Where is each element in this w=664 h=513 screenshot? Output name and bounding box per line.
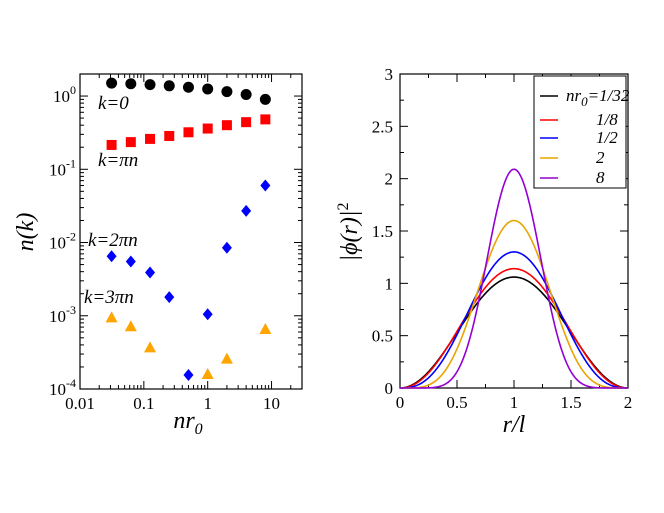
data-point-series-1	[202, 83, 214, 95]
data-point-series-4	[105, 311, 118, 323]
data-point-series-2	[221, 120, 232, 131]
data-point-series-1	[240, 88, 252, 100]
data-point-series-3	[145, 266, 156, 279]
data-point-series-1	[125, 78, 137, 90]
left-y-tick-label: 100	[53, 83, 76, 106]
legend: nr0=1/32 1/8 1/2 2 8	[533, 75, 630, 189]
right-y-axis-label: |ϕ(r)|2	[335, 203, 363, 262]
right-y-tick-label: 2.5	[372, 117, 393, 136]
data-point-series-3	[164, 291, 175, 304]
curve-series-3	[400, 251, 628, 389]
left-x-tick-label: 0.01	[65, 394, 95, 413]
left-y-tick-base: 10	[49, 307, 66, 326]
data-point-series-1	[163, 80, 175, 92]
curve-series-2	[399, 267, 629, 389]
data-point-series-1	[106, 77, 118, 89]
right-y-tick-label: 1.5	[372, 222, 393, 241]
right-x-tick-label: 0	[396, 393, 405, 412]
left-x-label-sub: 0	[195, 421, 203, 438]
data-point-series-3	[183, 369, 194, 382]
left-y-axis-label: n(k)	[13, 213, 39, 252]
data-point-series-4	[220, 352, 233, 364]
annotation-k0: k=0	[98, 93, 129, 114]
left-y-tick-exp: 0	[70, 83, 76, 97]
data-point-series-2	[202, 123, 213, 134]
left-y-tick-label: 10-4	[49, 376, 76, 399]
right-x-axis-label: r/l	[503, 412, 526, 438]
right-y-tick-label: 0	[385, 379, 394, 398]
data-point-series-3	[260, 179, 271, 192]
right-y-tick-label: 2	[385, 170, 394, 189]
left-y-tick-base: 10	[49, 234, 66, 253]
data-point-series-4	[259, 322, 272, 334]
left-plot-frame	[79, 73, 303, 390]
left-y-tick-label: 10-2	[49, 230, 76, 253]
left-y-tick-base: 10	[53, 87, 70, 106]
left-y-tick-exp: -1	[66, 156, 76, 170]
data-point-series-1	[259, 93, 271, 105]
data-point-series-1	[221, 86, 233, 98]
legend-label-1-8: 1/8	[596, 110, 618, 129]
legend-label-2: 2	[596, 148, 605, 167]
right-y-tick-label: 0.5	[372, 327, 393, 346]
left-x-tick-label: 10	[263, 394, 280, 413]
annotation-k-2pi-n: k=2πn	[88, 230, 138, 251]
left-y-tick-exp: -3	[66, 303, 76, 317]
data-point-series-2	[106, 139, 117, 150]
right-x-tick-label: 0.5	[446, 393, 467, 412]
curve-series-5	[400, 168, 628, 389]
right-axis-ticks: 0 0.5 1 1.5 2 0 0.5 1 1.5 2 2.5 3	[372, 65, 633, 412]
legend-label-1-2: 1/2	[596, 128, 618, 147]
left-x-tick-label: 0.1	[133, 394, 154, 413]
right-y-label-exp: 2	[335, 203, 352, 211]
data-point-series-3	[125, 255, 136, 268]
data-point-series-2	[125, 137, 136, 148]
data-point-series-4	[144, 341, 157, 353]
right-chart: 0 0.5 1 1.5 200.511.522.53 |ϕ(r)|2 r/l nr0=1…	[335, 65, 632, 438]
data-point-series-3	[241, 204, 252, 217]
data-point-series-1	[144, 79, 156, 91]
annotation-k-3pi-n: k=3πn	[84, 287, 134, 308]
data-point-series-1	[182, 81, 194, 93]
data-point-series-2	[183, 127, 194, 138]
left-y-tick-exp: -4	[66, 376, 76, 390]
left-y-tick-base: 10	[49, 160, 66, 179]
legend-label-1-32: nr0=1/32	[566, 86, 630, 109]
right-y-tick-label: 3	[385, 65, 394, 84]
legend-label-8: 8	[596, 168, 605, 187]
left-data-marks	[105, 77, 272, 382]
left-x-label-main: nr	[173, 408, 195, 434]
data-point-series-3	[202, 308, 213, 321]
right-data-lines	[399, 168, 629, 389]
right-y-tick-label: 1	[385, 274, 394, 293]
data-point-series-2	[241, 117, 252, 128]
data-point-series-2	[260, 114, 271, 125]
data-point-series-3	[106, 250, 117, 263]
data-point-series-3	[221, 241, 232, 254]
right-y-label-main: |ϕ(r)|	[337, 211, 363, 262]
left-y-tick-base: 10	[49, 380, 66, 399]
legend-box	[533, 75, 627, 189]
data-point-series-2	[145, 133, 156, 144]
right-x-tick-label: 1	[510, 393, 519, 412]
left-x-tick-label: 1	[203, 394, 212, 413]
left-y-tick-label: 10-3	[49, 303, 76, 326]
data-point-series-2	[164, 130, 175, 141]
data-point-series-4	[124, 320, 137, 332]
right-x-tick-label: 2	[624, 393, 633, 412]
left-y-tick-label: 10-1	[49, 156, 76, 179]
data-point-series-4	[201, 368, 214, 380]
annotation-k-pi-n: k=πn	[98, 150, 138, 171]
left-x-axis-label: nr0	[173, 408, 202, 438]
right-x-tick-label: 1.5	[560, 393, 581, 412]
curve-series-4	[400, 219, 628, 389]
left-y-tick-exp: -2	[66, 230, 76, 244]
